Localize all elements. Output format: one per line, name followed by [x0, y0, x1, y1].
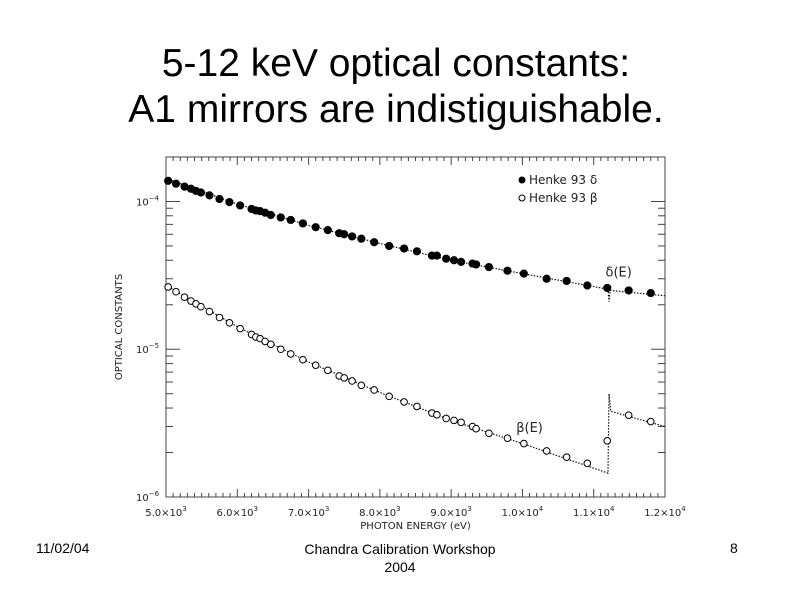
beta-data-point: [324, 366, 332, 375]
delta-data-point: [624, 286, 633, 295]
beta-data-point: [583, 459, 592, 468]
delta-data-point: [215, 194, 224, 204]
beta-data-point: [215, 313, 224, 322]
beta-data-point: [225, 318, 234, 327]
delta-data-point: [442, 254, 451, 263]
beta-data-point: [485, 429, 493, 438]
beta-data-point: [340, 374, 349, 382]
beta-data-point: [542, 447, 551, 455]
footer-center: Chandra Calibration Workshop 2004: [250, 540, 550, 576]
delta-data-point: [205, 191, 214, 200]
beta-data-point: [197, 302, 205, 311]
delta-data-point: [484, 262, 494, 272]
delta-data-point: [311, 223, 320, 232]
beta-data-point: [472, 424, 480, 433]
delta-data-point: [196, 188, 206, 197]
beta-data-point: [172, 287, 180, 296]
delta-data-point: [449, 256, 459, 265]
delta-data-point: [471, 260, 481, 269]
x-tick-label: 8.0×103: [359, 505, 400, 519]
beta-data-point: [433, 411, 441, 419]
footer-date: 11/02/04: [36, 540, 90, 556]
beta-data-point: [370, 386, 378, 394]
beta-data-point: [646, 417, 655, 426]
x-tick-label: 1.1×104: [573, 505, 615, 519]
delta-data-point: [457, 257, 466, 267]
beta-data-point: [442, 414, 450, 423]
delta-data-point: [412, 247, 422, 256]
delta-data-point: [432, 251, 441, 260]
delta-data-point: [646, 288, 655, 298]
beta-data-point: [236, 324, 244, 333]
legend-entry: Henke 93 δ: [529, 173, 597, 187]
delta-data-point: [399, 244, 409, 253]
legend-marker: [518, 176, 526, 184]
beta-data-point: [413, 402, 421, 411]
delta-data-point: [340, 230, 349, 239]
beta-data-point: [205, 307, 214, 316]
curve-label: β(E): [516, 421, 543, 436]
delta-data-point: [542, 274, 551, 283]
beta-data-point: [276, 345, 285, 354]
delta-data-point: [357, 234, 366, 243]
beta-data-point: [450, 416, 458, 425]
delta-data-point: [347, 232, 357, 241]
beta-data-point: [299, 355, 307, 364]
y-tick-label: 10−5: [136, 342, 159, 356]
beta-data-point: [180, 293, 189, 302]
model-curve-beta: [165, 284, 666, 474]
footer-page-number: 8: [730, 540, 738, 556]
curve-label: δ(E): [606, 266, 632, 281]
beta-data-point: [624, 411, 633, 419]
legend-entry: Henke 93 β: [529, 191, 597, 205]
delta-data-point: [236, 201, 245, 210]
footer-workshop: Chandra Calibration Workshop: [304, 541, 496, 557]
delta-data-point: [519, 269, 528, 278]
beta-data-point: [357, 381, 366, 390]
delta-data-point: [171, 179, 181, 188]
delta-data-point: [370, 238, 379, 247]
beta-data-point: [286, 350, 295, 358]
x-tick-label: 7.0×103: [288, 505, 329, 519]
beta-data-point: [311, 361, 320, 369]
beta-data-point: [266, 340, 275, 349]
x-tick-label: 6.0×103: [217, 505, 258, 519]
beta-data-point: [400, 398, 408, 406]
delta-data-point: [225, 198, 234, 207]
delta-data-point: [323, 226, 332, 235]
beta-data-point: [164, 283, 172, 291]
beta-data-point: [603, 437, 612, 445]
legend-marker: [518, 194, 526, 202]
beta-data-point: [348, 377, 356, 385]
slide-title-line-1: 5-12 keV optical constants:: [161, 42, 631, 85]
beta-data-point: [503, 434, 512, 443]
y-axis-label: OPTICAL CONSTANTS: [114, 274, 125, 380]
x-tick-label: 5.0×103: [145, 505, 186, 519]
beta-data-point: [385, 392, 393, 401]
delta-data-point: [503, 266, 512, 275]
footer-year: 2004: [384, 559, 416, 575]
delta-data-point: [603, 283, 612, 293]
x-tick-label: 9.0×103: [430, 505, 471, 519]
delta-data-point: [286, 215, 295, 225]
delta-data-point: [164, 176, 173, 185]
delta-data-point: [583, 281, 592, 290]
slide-title-line-2: A1 mirrors are indistiguishable.: [128, 88, 664, 131]
x-tick-label: 1.0×104: [502, 505, 544, 519]
delta-data-point: [562, 276, 571, 286]
beta-data-point: [520, 439, 528, 448]
y-tick-label: 10−6: [136, 490, 160, 504]
beta-data-point: [562, 453, 571, 461]
x-tick-label: 1.2×104: [644, 505, 686, 519]
beta-data-point: [457, 418, 465, 427]
y-tick-label: 10−4: [136, 194, 160, 208]
x-axis-label: PHOTON ENERGY (eV): [360, 521, 471, 532]
delta-data-point: [266, 210, 275, 220]
delta-data-point: [276, 213, 285, 222]
delta-data-point: [385, 241, 394, 251]
delta-data-point: [298, 219, 307, 228]
